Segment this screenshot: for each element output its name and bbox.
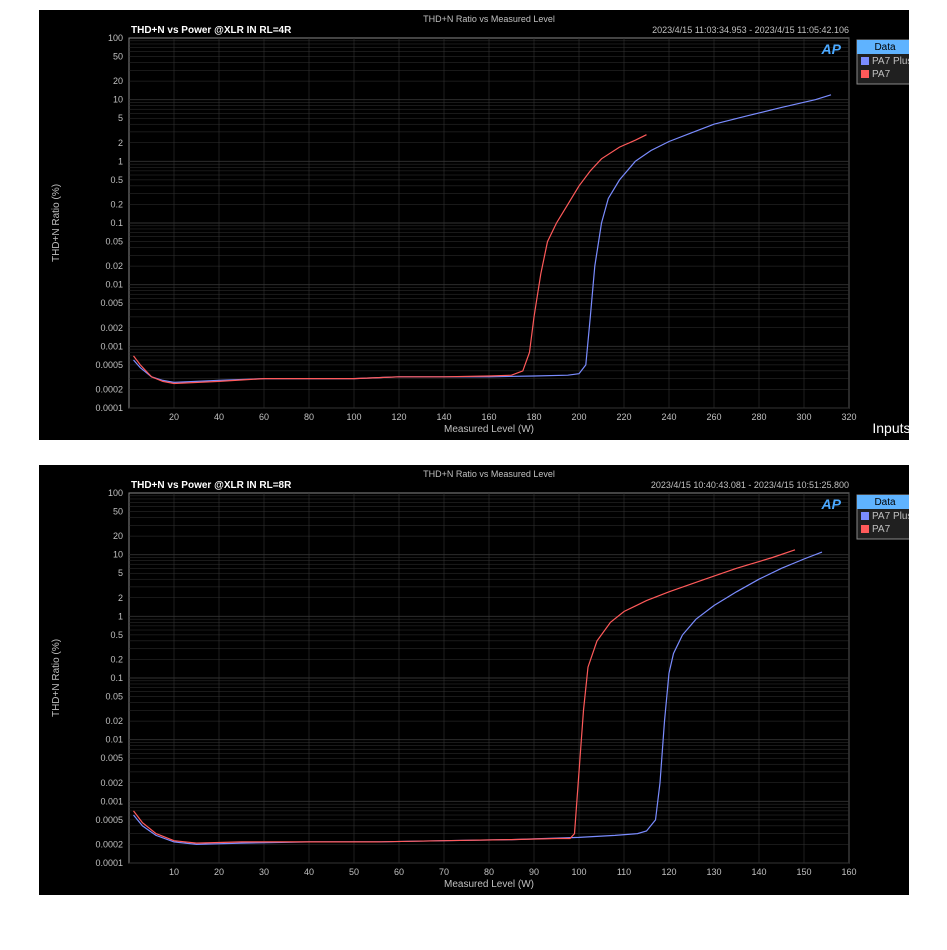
- chart-header: THD+N Ratio vs Measured Level: [423, 14, 555, 24]
- x-tick-label: 160: [841, 867, 856, 877]
- chart-header: THD+N Ratio vs Measured Level: [423, 469, 555, 479]
- x-tick-label: 280: [751, 412, 766, 422]
- x-tick-label: 180: [526, 412, 541, 422]
- y-tick-label: 0.5: [110, 630, 123, 640]
- y-tick-label: 50: [112, 507, 122, 517]
- legend-swatch: [861, 512, 869, 520]
- x-tick-label: 20: [213, 867, 223, 877]
- x-tick-label: 50: [348, 867, 358, 877]
- x-tick-label: 130: [706, 867, 721, 877]
- y-tick-label: 0.1: [110, 218, 123, 228]
- y-tick-label: 1: [117, 611, 122, 621]
- y-tick-label: 0.002: [100, 778, 123, 788]
- legend-item-label: PA7 Plus: [872, 511, 909, 522]
- x-tick-label: 10: [168, 867, 178, 877]
- y-tick-label: 50: [112, 52, 122, 62]
- x-tick-label: 30: [258, 867, 268, 877]
- y-tick-label: 0.0002: [95, 384, 123, 394]
- legend-swatch: [861, 70, 869, 78]
- x-tick-label: 110: [616, 867, 630, 877]
- legend-item-label: PA7: [872, 69, 891, 80]
- y-tick-label: 0.005: [100, 298, 123, 308]
- y-tick-label: 0.0005: [95, 815, 123, 825]
- legend-item-label: PA7 Plus: [872, 56, 909, 67]
- y-tick-label: 0.0001: [95, 403, 123, 413]
- y-tick-label: 0.1: [110, 673, 123, 683]
- chart-8r: 1020304050607080901001101201301401501600…: [39, 465, 909, 895]
- y-tick-label: 2: [117, 593, 122, 603]
- y-tick-label: 2: [117, 138, 122, 148]
- y-tick-label: 0.05: [105, 692, 123, 702]
- y-tick-label: 20: [112, 76, 122, 86]
- chart-timestamp: 2023/4/15 11:03:34.953 - 2023/4/15 11:05…: [652, 25, 849, 35]
- x-tick-label: 120: [661, 867, 676, 877]
- chart-title: THD+N vs Power @XLR IN RL=8R: [131, 480, 292, 491]
- x-axis-label: Measured Level (W): [443, 879, 533, 890]
- y-tick-label: 0.0005: [95, 360, 123, 370]
- y-tick-label: 0.002: [100, 323, 123, 333]
- y-tick-label: 0.001: [100, 796, 123, 806]
- x-tick-label: 140: [751, 867, 766, 877]
- x-tick-label: 260: [706, 412, 721, 422]
- y-tick-label: 20: [112, 531, 122, 541]
- x-tick-label: 100: [571, 867, 586, 877]
- y-tick-label: 0.02: [105, 716, 123, 726]
- y-tick-label: 0.02: [105, 261, 123, 271]
- legend-swatch: [861, 525, 869, 533]
- x-tick-label: 120: [391, 412, 406, 422]
- x-tick-label: 70: [438, 867, 448, 877]
- x-tick-label: 40: [213, 412, 223, 422]
- x-tick-label: 160: [481, 412, 496, 422]
- x-tick-label: 150: [796, 867, 811, 877]
- y-axis-label: THD+N Ratio (%): [51, 639, 62, 717]
- y-tick-label: 0.0001: [95, 858, 123, 868]
- x-tick-label: 80: [303, 412, 313, 422]
- x-tick-label: 20: [168, 412, 178, 422]
- x-tick-label: 100: [346, 412, 361, 422]
- chart-timestamp: 2023/4/15 10:40:43.081 - 2023/4/15 10:51…: [650, 480, 848, 490]
- y-tick-label: 0.01: [105, 735, 123, 745]
- chart-title: THD+N vs Power @XLR IN RL=4R: [131, 25, 292, 36]
- y-tick-label: 0.01: [105, 280, 123, 290]
- chart-svg: 2040608010012014016018020022024026028030…: [39, 10, 909, 440]
- x-tick-label: 240: [661, 412, 676, 422]
- legend-swatch: [861, 57, 869, 65]
- y-tick-label: 0.2: [110, 199, 123, 209]
- y-tick-label: 10: [112, 95, 122, 105]
- y-tick-label: 0.05: [105, 237, 123, 247]
- inputs-label: Inputs: [872, 420, 910, 436]
- y-tick-label: 100: [107, 488, 122, 498]
- chart-4r: 2040608010012014016018020022024026028030…: [39, 10, 909, 440]
- ap-logo-icon: AP: [820, 41, 841, 57]
- y-tick-label: 0.2: [110, 654, 123, 664]
- x-tick-label: 90: [528, 867, 538, 877]
- x-tick-label: 140: [436, 412, 451, 422]
- x-tick-label: 320: [841, 412, 856, 422]
- y-tick-label: 10: [112, 550, 122, 560]
- x-tick-label: 40: [303, 867, 313, 877]
- y-tick-label: 100: [107, 33, 122, 43]
- x-axis-label: Measured Level (W): [443, 424, 533, 435]
- y-tick-label: 1: [117, 156, 122, 166]
- y-tick-label: 5: [117, 568, 122, 578]
- x-tick-label: 300: [796, 412, 811, 422]
- y-tick-label: 0.001: [100, 341, 123, 351]
- legend: Data PA7 Plus PA7: [857, 495, 909, 539]
- x-tick-label: 220: [616, 412, 631, 422]
- x-tick-label: 80: [483, 867, 493, 877]
- y-tick-label: 5: [117, 113, 122, 123]
- y-axis-label: THD+N Ratio (%): [51, 184, 62, 262]
- y-tick-label: 0.0002: [95, 839, 123, 849]
- legend-item-label: PA7: [872, 524, 891, 535]
- x-tick-label: 200: [571, 412, 586, 422]
- legend-title: Data: [874, 42, 896, 53]
- legend-title: Data: [874, 497, 896, 508]
- chart-svg: 1020304050607080901001101201301401501600…: [39, 465, 909, 895]
- y-tick-label: 0.005: [100, 753, 123, 763]
- x-tick-label: 60: [393, 867, 403, 877]
- y-tick-label: 0.5: [110, 175, 123, 185]
- legend: Data PA7 Plus PA7: [857, 40, 909, 84]
- x-tick-label: 60: [258, 412, 268, 422]
- ap-logo-icon: AP: [820, 496, 841, 512]
